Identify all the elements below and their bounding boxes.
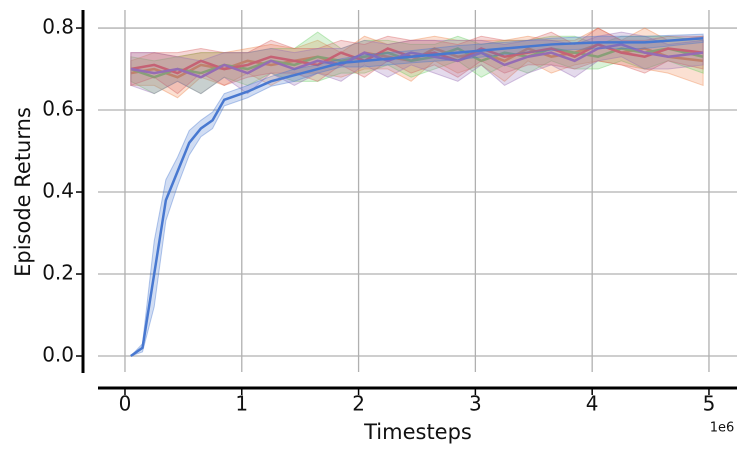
- line: [130, 37, 704, 358]
- y-tick-label: 0.6: [42, 97, 74, 121]
- error-band: [130, 31, 704, 95]
- x-offset-label: 1e6: [710, 421, 735, 436]
- y-tick-label: 0.8: [42, 15, 74, 39]
- y-tick-label: 0.0: [42, 343, 74, 367]
- y-tick-label: 0.4: [42, 179, 74, 203]
- line: [130, 43, 704, 79]
- x-tick-label: 5: [703, 392, 716, 416]
- x-tick-label: 4: [586, 392, 599, 416]
- y-tick-label: 0.2: [42, 261, 74, 285]
- y-axis-label: Episode Returns: [11, 107, 35, 277]
- x-tick-label: 0: [119, 392, 132, 416]
- x-axis-label: Timesteps: [363, 420, 472, 444]
- x-tick-label: 3: [469, 392, 482, 416]
- x-tick-label: 1: [235, 392, 248, 416]
- error-band: [130, 31, 704, 95]
- x-tick-label: 2: [352, 392, 365, 416]
